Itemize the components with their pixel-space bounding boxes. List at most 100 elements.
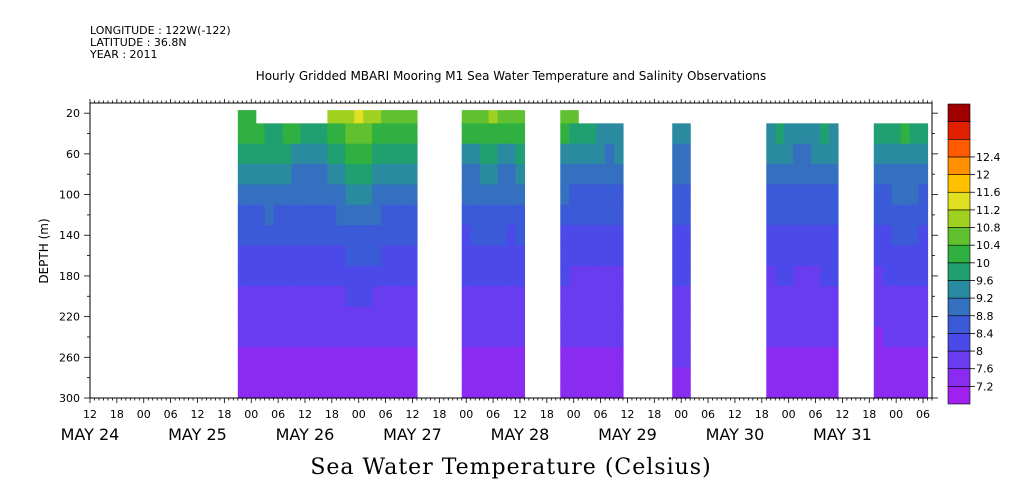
heatmap-cell <box>560 306 570 328</box>
heatmap-cell <box>811 143 821 165</box>
heatmap-cell <box>345 123 355 145</box>
heatmap-cell <box>918 245 929 267</box>
heatmap-cell <box>246 306 257 328</box>
heatmap-cell <box>802 367 812 389</box>
heatmap-cell <box>354 225 364 247</box>
heatmap-cell <box>560 184 570 206</box>
heatmap-cell <box>363 286 373 308</box>
heatmap-cell <box>587 143 597 165</box>
heatmap-cell <box>587 387 597 399</box>
heatmap-cell <box>372 265 382 287</box>
heatmap-cell <box>873 306 884 328</box>
colorbar-label: 8 <box>976 345 983 358</box>
heatmap-cell <box>587 123 597 145</box>
heatmap-cell <box>560 347 570 369</box>
heatmap-cell <box>246 326 257 348</box>
x-tick-labels: 12 18 00 06 12 18 00 06 12 18 00 06 12 18 00 06 12 18 00 06… <box>61 408 930 444</box>
x-tick-label: 06 <box>486 408 500 421</box>
heatmap-cell <box>399 265 409 287</box>
heatmap-cell <box>497 164 508 185</box>
x-tick-label: 00 <box>244 408 258 421</box>
heatmap-cell <box>569 245 579 267</box>
x-tick-label: 06 <box>271 408 285 421</box>
heatmap-cell <box>363 367 373 389</box>
heatmap-cell <box>273 326 284 348</box>
heatmap-cell <box>497 286 508 308</box>
heatmap-cell <box>873 184 884 206</box>
heatmap-cell <box>596 123 606 145</box>
x-tick-label: 12 <box>83 408 97 421</box>
heatmap-cell <box>372 184 382 206</box>
heatmap-cell <box>596 143 606 165</box>
heatmap-cell <box>811 387 821 399</box>
heatmap-cell <box>560 225 570 247</box>
heatmap-cell <box>273 387 284 399</box>
heatmap-cell <box>345 387 355 399</box>
heatmap-cell <box>873 123 884 145</box>
heatmap-cell <box>255 225 266 247</box>
x-tick-label: 12 <box>620 408 634 421</box>
heatmap-cell <box>399 306 409 328</box>
heatmap-cell <box>820 347 830 369</box>
heatmap-cell <box>363 326 373 348</box>
heatmap-cell <box>327 387 337 399</box>
x-tick-label: 12 <box>298 408 312 421</box>
heatmap-cell <box>291 387 302 399</box>
heatmap-cell <box>811 123 821 145</box>
heatmap-cell <box>255 143 266 165</box>
heatmap-cell <box>327 225 337 247</box>
heatmap-cell <box>291 225 302 247</box>
heatmap-cell <box>900 143 911 165</box>
heatmap-cell <box>506 306 517 328</box>
heatmap-cell <box>255 286 266 308</box>
day-label: MAY 27 <box>383 425 442 444</box>
heatmap-cell <box>264 184 275 206</box>
heatmap-cell <box>891 123 902 145</box>
heatmap-cell <box>237 184 248 206</box>
heatmap-cell <box>237 225 248 247</box>
heatmap-cell <box>488 143 499 165</box>
heatmap-cell <box>461 306 472 328</box>
heatmap-cell <box>605 164 615 185</box>
heatmap-cell <box>479 367 490 389</box>
heatmap-cell <box>497 123 508 145</box>
heatmap-cell <box>282 306 293 328</box>
heatmap-cell <box>273 204 284 226</box>
heatmap-cell <box>309 204 320 226</box>
heatmap-cell <box>246 265 257 287</box>
heatmap-cell <box>515 387 526 399</box>
x-tick-label: 18 <box>540 408 554 421</box>
heatmap-cell <box>282 347 293 369</box>
heatmap-cell <box>784 184 794 206</box>
heatmap-cell <box>909 164 920 185</box>
heatmap-cell <box>282 184 293 206</box>
heatmap-cell <box>578 326 588 348</box>
heatmap-cell <box>784 143 794 165</box>
heatmap-cell <box>407 347 418 369</box>
heatmap-cell <box>775 184 785 206</box>
heatmap-cell <box>775 347 785 369</box>
heatmap-cell <box>569 143 579 165</box>
heatmap-cell <box>614 143 624 165</box>
heatmap-cell <box>820 225 830 247</box>
heatmap-cell <box>390 123 400 145</box>
heatmap-cell <box>318 164 328 185</box>
heatmap-cell <box>614 326 624 348</box>
heatmap-cell <box>488 265 499 287</box>
heatmap-cell <box>336 110 346 124</box>
heatmap-cell <box>882 245 893 267</box>
heatmap-cell <box>596 347 606 369</box>
heatmap-cell <box>506 265 517 287</box>
heatmap-cell <box>587 245 597 267</box>
heatmap-cell <box>273 184 284 206</box>
heatmap-cell <box>273 123 284 145</box>
heatmap-cell <box>873 245 884 267</box>
heatmap-cell <box>470 164 481 185</box>
heatmap-cell <box>497 225 508 247</box>
heatmap-cell <box>873 326 884 348</box>
heatmap-cell <box>407 164 418 185</box>
heatmap-cell <box>300 123 311 145</box>
heatmap-cell <box>891 245 902 267</box>
heatmap-cell <box>291 286 302 308</box>
heatmap-cell <box>363 306 373 328</box>
